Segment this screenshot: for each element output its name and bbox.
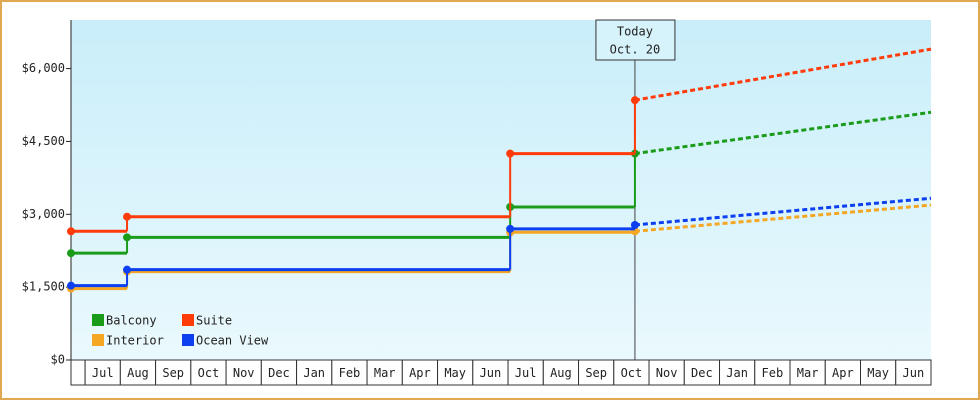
x-tick-label: Aug	[127, 366, 149, 380]
x-tick-label: Aug	[550, 366, 572, 380]
x-axis-cell	[225, 359, 262, 386]
x-axis-cell	[648, 359, 685, 386]
x-tick-label: Sep	[162, 366, 184, 380]
x-axis-cell	[260, 359, 298, 386]
x-axis-cell	[578, 359, 615, 386]
x-tick-label: Oct	[198, 366, 220, 380]
series	[67, 110, 932, 258]
series	[67, 47, 932, 236]
y-tick-label: $1,500	[22, 280, 65, 294]
x-tick-label: Jan	[726, 366, 748, 380]
point	[123, 233, 132, 242]
legend-label: Suite	[196, 314, 232, 328]
projection	[634, 203, 932, 233]
today-label: Oct. 20	[610, 43, 661, 57]
x-tick-label: Feb	[762, 366, 784, 380]
x-tick-label: Feb	[339, 366, 361, 380]
x-axis-cell	[789, 359, 826, 386]
point	[123, 265, 132, 274]
plot-area	[71, 20, 931, 360]
x-axis-cell	[754, 359, 791, 386]
x-axis-cell	[70, 359, 86, 386]
today-box	[595, 19, 676, 61]
x-axis-cell	[366, 359, 403, 386]
x-tick-label: Dec	[691, 366, 713, 380]
x-axis-cell	[542, 359, 580, 386]
point	[67, 227, 75, 236]
x-tick-label: Apr	[832, 366, 854, 380]
x-tick-label: Mar	[374, 366, 396, 380]
x-tick-label: May	[444, 366, 466, 380]
projection	[634, 110, 932, 156]
projection	[634, 196, 932, 227]
point	[630, 220, 639, 229]
x-axis-cell	[84, 359, 121, 386]
legend-label: Balcony	[106, 314, 157, 328]
series	[67, 196, 932, 290]
point	[67, 249, 75, 258]
point	[630, 96, 639, 105]
legend-swatch	[92, 314, 104, 326]
x-axis-cell	[155, 359, 192, 386]
x-axis-cell	[613, 359, 650, 386]
x-tick-label: Jan	[303, 366, 325, 380]
x-tick-label: Nov	[656, 366, 678, 380]
point	[506, 224, 515, 233]
x-tick-label: Jul	[515, 366, 537, 380]
x-axis-cell	[401, 359, 439, 386]
y-tick-label: $6,000	[22, 61, 65, 75]
x-tick-label: Nov	[233, 366, 255, 380]
x-tick-label: Mar	[797, 366, 819, 380]
x-tick-label: Sep	[585, 366, 607, 380]
x-tick-label: Jun	[480, 366, 502, 380]
x-tick-label: May	[867, 366, 889, 380]
x-tick-label: Jun	[903, 366, 925, 380]
point	[123, 212, 132, 221]
y-tick-label: $4,500	[22, 134, 65, 148]
x-tick-label: Apr	[409, 366, 431, 380]
legend-swatch	[182, 334, 194, 346]
point	[67, 281, 75, 290]
x-axis-cell	[190, 359, 227, 386]
x-axis-cell	[331, 359, 368, 386]
x-axis-cell	[472, 359, 509, 386]
x-tick-label: Oct	[621, 366, 643, 380]
legend-label: Interior	[106, 334, 164, 348]
x-axis-cell	[824, 359, 862, 386]
today-label: Today	[617, 25, 653, 39]
legend-swatch	[182, 314, 194, 326]
x-axis-cell	[895, 359, 932, 386]
x-axis-cell	[119, 359, 157, 386]
legend-swatch	[92, 334, 104, 346]
projection	[634, 47, 932, 102]
legend-label: Ocean View	[196, 334, 269, 348]
x-tick-label: Jul	[92, 366, 114, 380]
y-tick-label: $0	[51, 353, 65, 367]
x-tick-label: Dec	[268, 366, 290, 380]
y-tick-label: $3,000	[22, 207, 65, 221]
point	[506, 149, 515, 158]
